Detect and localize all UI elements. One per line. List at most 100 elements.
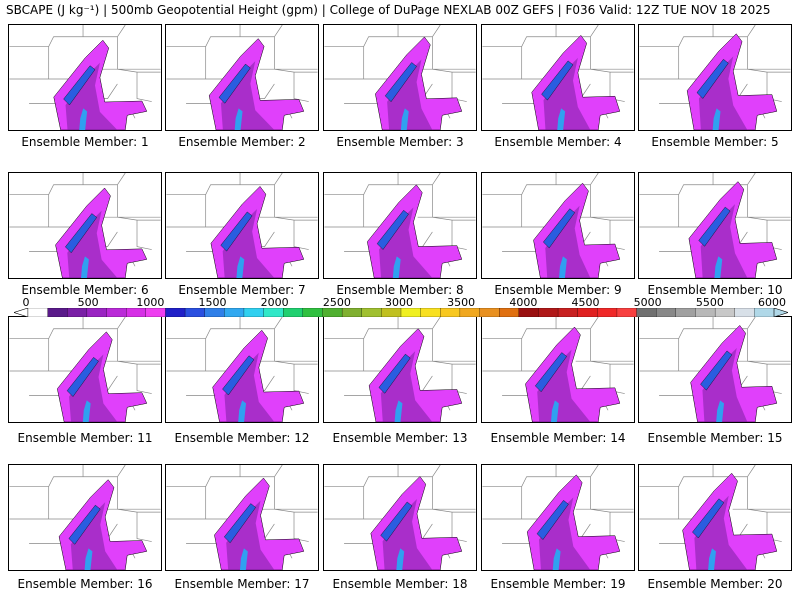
cape-map <box>482 173 634 278</box>
cape-map <box>166 465 318 570</box>
cape-map <box>324 317 476 422</box>
ensemble-member-label: Ensemble Member: 4 <box>494 135 622 149</box>
cape-region-purple <box>702 347 748 422</box>
cape-map <box>9 173 161 278</box>
ensemble-member-label: Ensemble Member: 12 <box>174 431 310 445</box>
colorbar-tick-label: 4500 <box>571 296 600 309</box>
colorbar-tick-label: 1000 <box>136 296 165 309</box>
ensemble-panel-17 <box>165 464 319 571</box>
cape-region-high <box>541 60 574 101</box>
cape-region-purple <box>387 59 433 130</box>
ensemble-member-label: Ensemble Member: 10 <box>647 283 783 297</box>
cape-region-core <box>392 256 401 278</box>
ensemble-panel-13 <box>323 316 477 423</box>
ensemble-panel-2 <box>165 24 319 131</box>
ensemble-member-label: Ensemble Member: 5 <box>651 135 779 149</box>
cape-region-purple <box>70 502 118 570</box>
colorbar-segment <box>459 308 480 317</box>
cape-region-purple <box>226 500 275 570</box>
cape-region-core <box>81 256 89 278</box>
cape-region-core <box>552 548 561 570</box>
ensemble-member-label: Ensemble Member: 6 <box>21 283 149 297</box>
colorbar-segment <box>675 308 696 317</box>
cape-region-core <box>239 548 248 570</box>
cape-map <box>9 465 161 570</box>
cape-map <box>482 317 634 422</box>
ensemble-panel-18 <box>323 464 477 571</box>
cape-region-purple <box>537 349 591 422</box>
colorbar-segment <box>243 308 265 317</box>
ensemble-panel-6 <box>8 172 162 279</box>
cape-map <box>639 465 791 570</box>
colorbar-segment <box>597 308 618 317</box>
colorbar-segment <box>636 308 657 317</box>
cape-region-high <box>220 211 253 252</box>
ensemble-member-label: Ensemble Member: 2 <box>178 135 306 149</box>
cape-map <box>324 173 476 278</box>
cape-region-high <box>63 65 96 106</box>
cape-region-high <box>700 350 733 391</box>
colorbar-segment <box>381 308 402 317</box>
colorbar-tick-label: 1500 <box>198 296 227 309</box>
cape-map <box>324 25 476 130</box>
cape-map <box>166 173 318 278</box>
ensemble-panel-15 <box>638 316 792 423</box>
colorbar-segment <box>106 308 127 317</box>
colorbar-tick-label: 6000 <box>758 296 786 309</box>
colorbar-segment <box>204 308 225 317</box>
colorbar-segment <box>518 308 539 317</box>
cape-map <box>166 317 318 422</box>
cape-region-high <box>65 213 98 254</box>
cape-region-core <box>708 548 716 570</box>
colorbar-tick-label: 0 <box>22 296 30 309</box>
cape-region-purple <box>382 499 433 570</box>
cape-region-high <box>692 498 725 539</box>
colorbar-tick-label: 4000 <box>509 296 538 309</box>
cape-map <box>482 465 634 570</box>
ensemble-panel-1 <box>8 24 162 131</box>
cape-region-purple <box>379 207 433 278</box>
ensemble-member-label: Ensemble Member: 3 <box>336 135 464 149</box>
colorbar-segment <box>145 308 166 317</box>
cape-region-high <box>384 62 417 103</box>
ensemble-panel-19 <box>481 464 635 571</box>
ensemble-member-label: Ensemble Member: 17 <box>174 577 310 591</box>
cape-region-core <box>238 400 247 422</box>
cape-region-core <box>714 256 723 278</box>
colorbar-segment <box>714 308 736 317</box>
ensemble-panel-7 <box>165 172 319 279</box>
colorbar-segment <box>67 308 88 317</box>
cape-region-purple <box>545 205 591 278</box>
cape-region-purple <box>694 495 748 570</box>
colorbar-segment <box>479 308 500 317</box>
cape-region-high <box>223 503 256 544</box>
cape-region-purple <box>698 56 748 130</box>
colorbar-segment <box>283 308 304 317</box>
colorbar-segment <box>361 308 382 317</box>
colorbar-segment <box>538 308 559 317</box>
ensemble-member-label: Ensemble Member: 14 <box>490 431 626 445</box>
ensemble-panel-9 <box>481 172 635 279</box>
colorbar-tick-label: 3000 <box>385 296 413 309</box>
cape-map <box>9 317 161 422</box>
cape-region-high <box>535 352 567 393</box>
colorbar-segment <box>322 308 343 317</box>
cape-map <box>639 25 791 130</box>
ensemble-member-label: Ensemble Member: 20 <box>647 577 783 591</box>
ensemble-panel-12 <box>165 316 319 423</box>
colorbar-segment <box>341 308 363 317</box>
cape-region-core <box>712 108 721 130</box>
colorbar-tick-label: 3500 <box>447 296 476 309</box>
cape-region-high <box>380 501 413 542</box>
colorbar-segment <box>440 308 461 317</box>
colorbar-segment <box>224 308 245 317</box>
cape-region-purple <box>700 204 748 278</box>
cape-region-purple <box>538 497 591 570</box>
cape-region-core <box>396 548 405 570</box>
ensemble-panel-3 <box>323 24 477 131</box>
colorbar-tick-label: 5500 <box>695 296 724 309</box>
cape-region-high <box>378 353 411 394</box>
cape-region-purple <box>220 61 275 130</box>
cape-region-core <box>234 108 243 130</box>
cape-region-core <box>557 108 566 130</box>
